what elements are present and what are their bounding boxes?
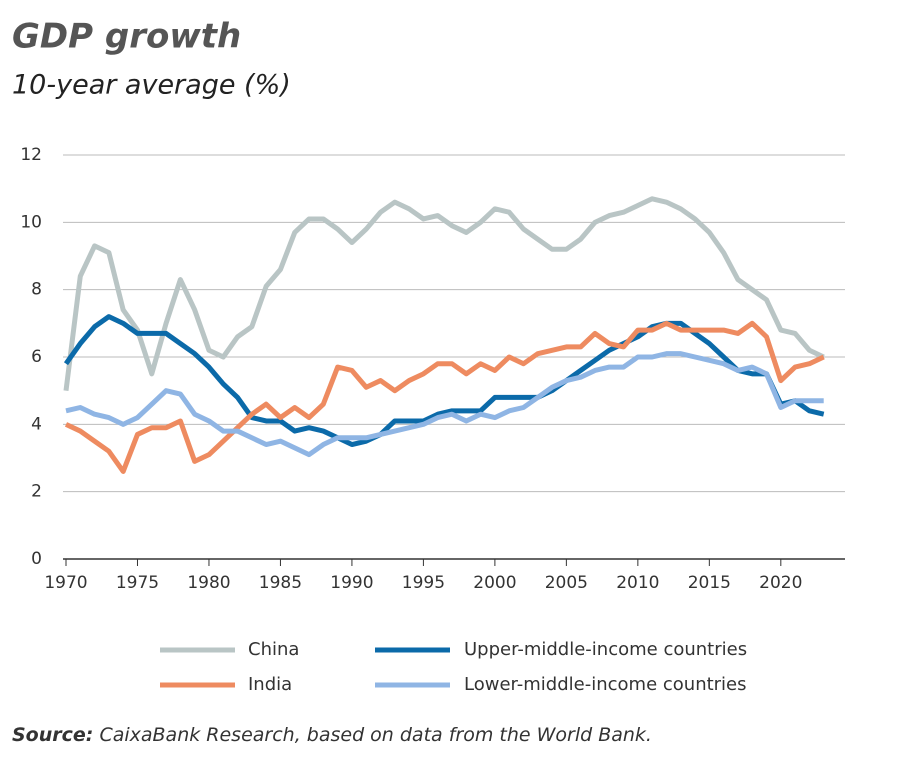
x-tick-label: 2010 [616, 573, 659, 593]
x-tick-label: 1995 [402, 573, 445, 593]
x-tick-label: 1985 [259, 573, 302, 593]
x-tick-label: 1970 [44, 573, 87, 593]
series-line [63, 314, 825, 448]
y-tick-label: 8 [31, 280, 42, 300]
legend-label: Upper-middle-income countries [464, 639, 747, 660]
source-label: Source: [12, 724, 93, 746]
series-line [63, 196, 825, 391]
x-tick-label: 2020 [759, 573, 802, 593]
x-tick-label: 2000 [473, 573, 516, 593]
y-tick-label: 4 [31, 414, 42, 434]
y-tick-label: 6 [31, 347, 42, 367]
legend-label: Lower-middle-income countries [464, 674, 747, 695]
series-line [64, 320, 825, 474]
chart-title: GDP growth [12, 17, 241, 57]
x-tick-label: 1990 [330, 573, 373, 593]
series-line [65, 351, 824, 458]
x-tick-label: 1980 [187, 573, 230, 593]
legend-label: India [248, 674, 292, 695]
y-tick-label: 12 [20, 145, 42, 165]
source: Source: CaixaBank Research, based on dat… [12, 724, 652, 746]
x-tick-label: 1975 [116, 573, 159, 593]
y-tick-label: 0 [31, 549, 42, 569]
chart-subtitle: 10-year average (%) [12, 70, 291, 101]
x-tick-label: 2015 [688, 573, 731, 593]
y-tick-label: 10 [20, 212, 42, 232]
x-tick-label: 2005 [545, 573, 588, 593]
source-text: CaixaBank Research, based on data from t… [99, 724, 652, 746]
legend-label: China [248, 639, 299, 660]
y-tick-label: 2 [31, 482, 42, 502]
